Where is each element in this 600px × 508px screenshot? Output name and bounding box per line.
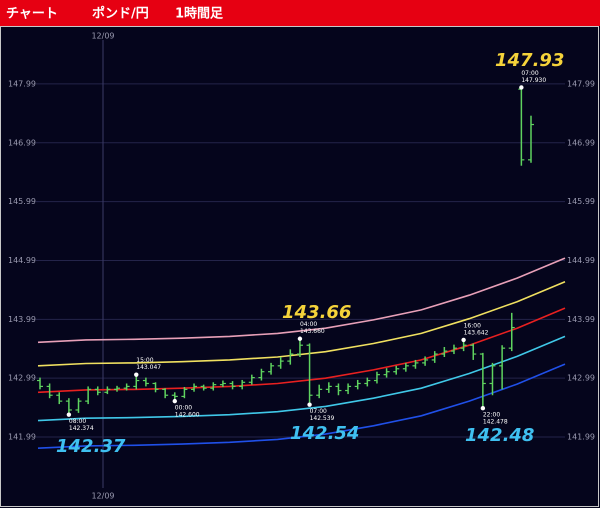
annotation-price: 143.642 — [464, 329, 489, 336]
header-title: チャート — [6, 7, 58, 22]
band-line — [37, 257, 566, 344]
y-tick-label: 146.99 — [567, 138, 595, 147]
header-timeframe: 1時間足 — [175, 6, 224, 22]
y-tick-label: 145.99 — [8, 197, 36, 206]
annotation-price: 142.600 — [175, 412, 200, 419]
annotation-time: 07:00 — [521, 70, 538, 77]
y-tick-label: 144.99 — [8, 256, 36, 265]
annotation-price: 142.539 — [310, 415, 335, 422]
price-callout: 142.54 — [290, 423, 359, 444]
y-tick-label: 141.99 — [567, 433, 595, 442]
annotation-dot — [134, 372, 139, 377]
annotation-time: 16:00 — [464, 322, 481, 329]
annotation-dot — [66, 412, 72, 417]
band-line — [37, 307, 566, 394]
annotation-dot — [519, 85, 524, 90]
annotation-time: 00:00 — [175, 405, 192, 412]
annotation-time: 15:00 — [136, 357, 153, 364]
annotation-time: 22:00 — [483, 412, 500, 419]
price-callout: 142.48 — [465, 425, 534, 446]
annotation-price: 142.374 — [69, 425, 94, 432]
annotation-time: 08:00 — [69, 418, 86, 425]
annotation-price: 142.478 — [483, 419, 508, 426]
price-callout: 142.37 — [56, 436, 126, 457]
annotation-dot — [461, 337, 466, 343]
annotation-time: 04:00 — [300, 321, 317, 328]
y-tick-label: 142.99 — [567, 374, 595, 383]
band-line — [37, 335, 566, 422]
y-tick-label: 143.99 — [567, 315, 595, 324]
band-line — [37, 363, 566, 449]
header-bar — [0, 0, 600, 26]
band-line — [37, 280, 566, 367]
y-tick-label: 142.99 — [8, 374, 36, 383]
date-label: 12/09 — [91, 492, 114, 501]
y-tick-label: 146.99 — [8, 138, 36, 147]
annotation-dot — [307, 402, 312, 407]
frame — [0, 26, 599, 507]
annotation-dot — [172, 398, 177, 404]
y-tick-label: 147.99 — [567, 79, 595, 88]
header-pair: ポンド/円 — [92, 6, 149, 22]
y-tick-label: 147.99 — [8, 79, 36, 88]
annotation-dot — [480, 405, 486, 411]
annotation-time: 07:00 — [310, 408, 327, 415]
y-tick-label: 145.99 — [567, 197, 595, 206]
y-tick-label: 144.99 — [567, 256, 595, 265]
annotation-price: 143.047 — [136, 364, 161, 371]
date-label: 12/09 — [91, 32, 114, 41]
annotation-dot — [297, 336, 303, 341]
annotation-price: 143.660 — [300, 328, 325, 335]
y-tick-label: 143.99 — [8, 315, 36, 324]
price-callout: 143.66 — [282, 302, 351, 323]
annotation-price: 147.930 — [521, 77, 546, 84]
price-callout: 147.93 — [495, 50, 564, 71]
y-tick-label: 141.99 — [8, 433, 36, 442]
